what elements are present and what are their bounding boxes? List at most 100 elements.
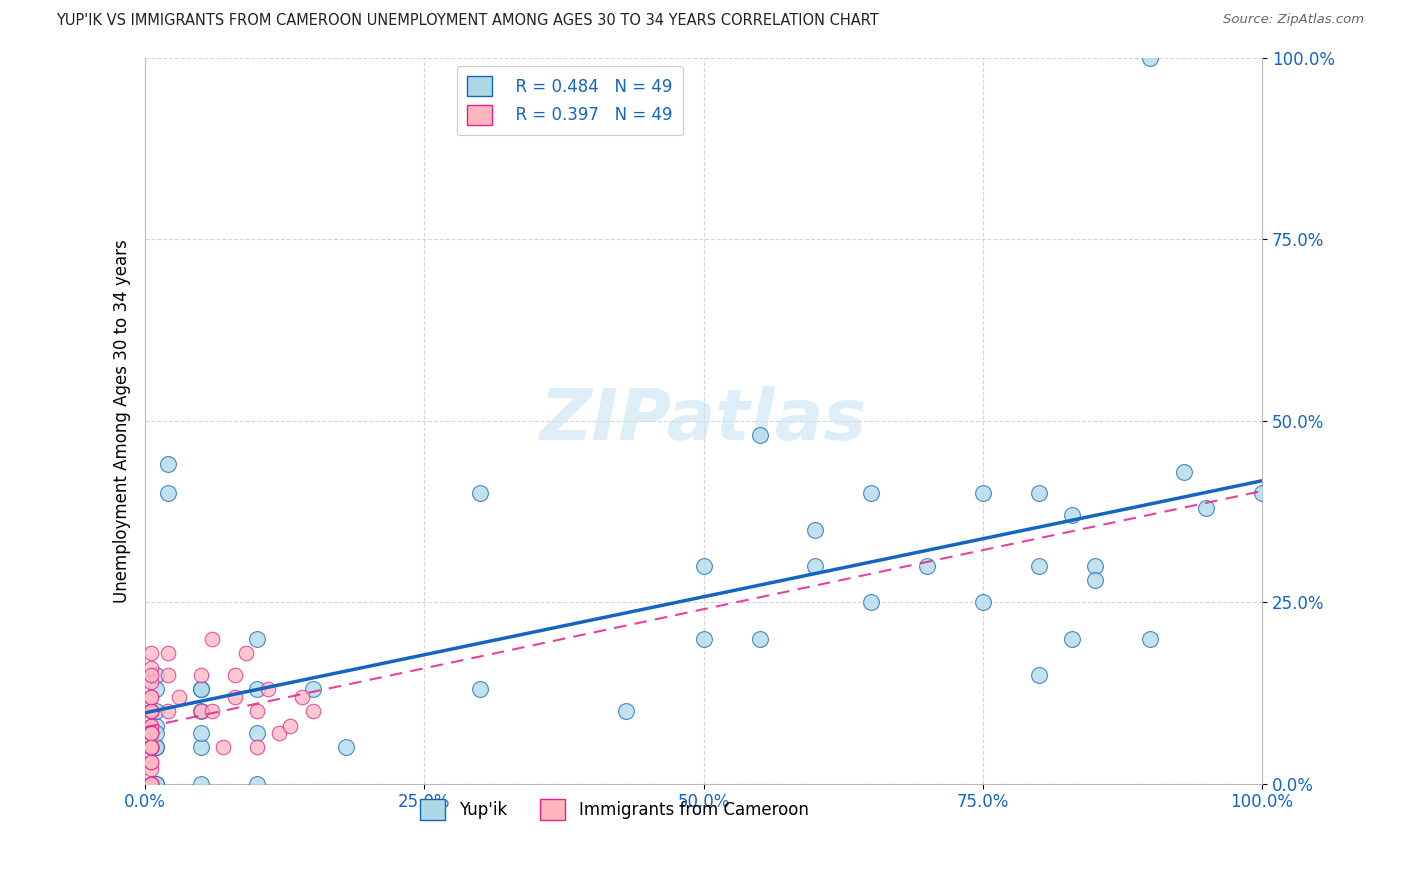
Point xyxy=(145,719,167,733)
Point xyxy=(139,740,162,755)
Point xyxy=(212,740,235,755)
Point xyxy=(335,740,357,755)
Point xyxy=(139,704,162,718)
Point xyxy=(269,726,291,740)
Point xyxy=(139,740,162,755)
Point xyxy=(280,719,302,733)
Point xyxy=(201,632,224,646)
Point xyxy=(145,777,167,791)
Point xyxy=(139,755,162,769)
Point xyxy=(470,682,492,697)
Point xyxy=(139,704,162,718)
Point xyxy=(1139,632,1161,646)
Point xyxy=(139,740,162,755)
Point xyxy=(190,682,212,697)
Point xyxy=(139,690,162,704)
Point xyxy=(139,668,162,682)
Point xyxy=(972,595,994,609)
Point xyxy=(190,668,212,682)
Point xyxy=(145,777,167,791)
Point xyxy=(1251,486,1274,500)
Point xyxy=(139,704,162,718)
Point xyxy=(190,726,212,740)
Point xyxy=(972,486,994,500)
Point xyxy=(748,428,770,442)
Point xyxy=(246,740,269,755)
Point xyxy=(614,704,637,718)
Point xyxy=(139,690,162,704)
Point xyxy=(1139,51,1161,65)
Point xyxy=(246,704,269,718)
Point xyxy=(156,668,179,682)
Point xyxy=(139,777,162,791)
Point xyxy=(139,777,162,791)
Point xyxy=(915,558,938,573)
Point xyxy=(1195,500,1218,515)
Point xyxy=(1028,668,1050,682)
Point xyxy=(139,704,162,718)
Point xyxy=(145,668,167,682)
Point xyxy=(1083,574,1105,588)
Point xyxy=(145,740,167,755)
Point xyxy=(145,740,167,755)
Point xyxy=(139,719,162,733)
Point xyxy=(246,726,269,740)
Point xyxy=(139,740,162,755)
Point xyxy=(139,777,162,791)
Point xyxy=(156,646,179,660)
Point xyxy=(201,704,224,718)
Point xyxy=(1028,486,1050,500)
Point xyxy=(145,726,167,740)
Point xyxy=(692,632,714,646)
Point xyxy=(748,632,770,646)
Point xyxy=(139,646,162,660)
Point xyxy=(301,704,323,718)
Point xyxy=(145,682,167,697)
Point xyxy=(224,690,246,704)
Point xyxy=(1062,508,1084,522)
Point xyxy=(139,660,162,674)
Point xyxy=(139,740,162,755)
Legend: Yup'ik, Immigrants from Cameroon: Yup'ik, Immigrants from Cameroon xyxy=(413,793,815,826)
Point xyxy=(804,523,827,537)
Point xyxy=(139,726,162,740)
Point xyxy=(190,740,212,755)
Point xyxy=(224,668,246,682)
Point xyxy=(1173,465,1195,479)
Point xyxy=(190,704,212,718)
Point xyxy=(1062,632,1084,646)
Text: Source: ZipAtlas.com: Source: ZipAtlas.com xyxy=(1223,13,1364,27)
Point xyxy=(139,777,162,791)
Point xyxy=(156,486,179,500)
Point xyxy=(156,457,179,471)
Point xyxy=(692,558,714,573)
Point xyxy=(145,704,167,718)
Point xyxy=(139,719,162,733)
Text: YUP'IK VS IMMIGRANTS FROM CAMEROON UNEMPLOYMENT AMONG AGES 30 TO 34 YEARS CORREL: YUP'IK VS IMMIGRANTS FROM CAMEROON UNEMP… xyxy=(56,13,879,29)
Point xyxy=(246,632,269,646)
Point xyxy=(139,755,162,769)
Point xyxy=(860,595,883,609)
Point xyxy=(190,704,212,718)
Point xyxy=(156,704,179,718)
Point xyxy=(190,777,212,791)
Point xyxy=(257,682,280,697)
Point xyxy=(139,777,162,791)
Point xyxy=(139,726,162,740)
Point xyxy=(470,486,492,500)
Point xyxy=(190,682,212,697)
Point xyxy=(1028,558,1050,573)
Text: ZIPatlas: ZIPatlas xyxy=(540,386,868,455)
Y-axis label: Unemployment Among Ages 30 to 34 years: Unemployment Among Ages 30 to 34 years xyxy=(114,239,131,603)
Point xyxy=(860,486,883,500)
Point xyxy=(804,558,827,573)
Point xyxy=(301,682,323,697)
Point xyxy=(139,675,162,690)
Point xyxy=(139,726,162,740)
Point xyxy=(246,777,269,791)
Point xyxy=(139,726,162,740)
Point xyxy=(139,762,162,776)
Point xyxy=(291,690,314,704)
Point xyxy=(246,682,269,697)
Point xyxy=(235,646,257,660)
